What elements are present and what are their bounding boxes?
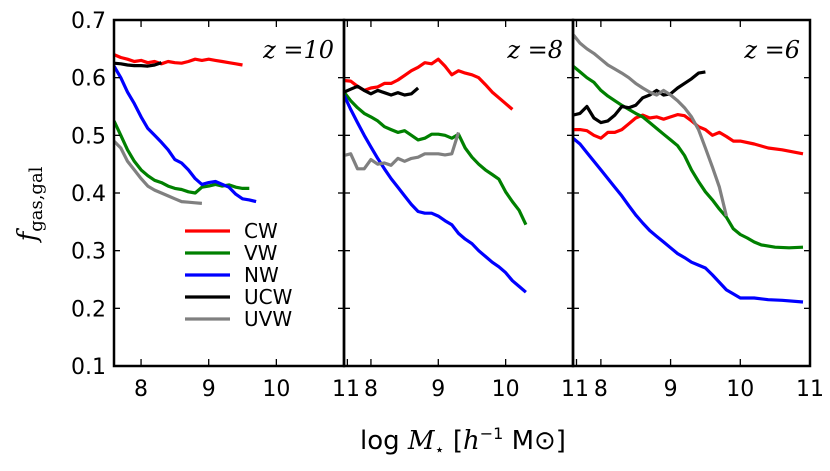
series-vw-panel-3 — [573, 64, 804, 250]
legend-label-vw: VW — [244, 241, 278, 265]
x-tick-label-panel-1: 8 — [134, 377, 148, 402]
x-tick-label-panel-3: 9 — [664, 377, 678, 402]
y-tick-label: 0.4 — [71, 182, 106, 207]
y-tick-label: 0.2 — [71, 297, 106, 322]
x-axis-label-msun: M⊙] — [503, 426, 566, 456]
series-vw-panel-1 — [114, 120, 250, 195]
panel-2-redshift-label: z =8 — [506, 36, 563, 64]
series-cw-panel-1 — [114, 53, 243, 67]
x-tick-label-panel-2: 8 — [364, 377, 378, 402]
series-uvw-panel-3 — [573, 33, 728, 217]
legend-label-uvw: UVW — [244, 307, 292, 331]
legend-label-nw: NW — [244, 263, 279, 287]
panel-3: 11 8 9 10 11z =6 — [561, 18, 824, 402]
series-vw-panel-2 — [344, 91, 528, 226]
legend-label-ucw: UCW — [244, 285, 293, 309]
x-axis-label-exp: −1 — [480, 424, 504, 443]
legend-label-cw: CW — [244, 219, 278, 243]
y-axis-label: fgas,gal — [13, 166, 47, 243]
x-axis-label-open: [ — [445, 426, 463, 456]
x-tick-label-panel-3: 8 — [594, 377, 608, 402]
y-tick-label: 0.6 — [71, 67, 106, 92]
panel-2-series — [344, 57, 528, 294]
x-axis-label-m: M — [407, 426, 436, 456]
series-ucw-panel-2 — [344, 84, 420, 97]
panel-1-redshift-label: z =10 — [262, 36, 334, 64]
x-tick-label-panel-3: 11 — [796, 377, 824, 402]
series-ucw-panel-1 — [114, 61, 162, 68]
panel-3-redshift-label: z =6 — [743, 36, 800, 64]
x-axis-label-h: h — [463, 426, 480, 456]
panel-1: 0.1 0.2 0.3 0.4 0.5 0.6 0.7 8 9 10 z =10 — [71, 9, 346, 402]
series-nw-panel-2 — [344, 94, 527, 294]
y-tick-label: 0.1 — [71, 355, 106, 380]
x-axis-label: log M⋆ [h−1 M⊙] — [360, 424, 566, 459]
x-tick-label-panel-2: 11 — [332, 377, 360, 402]
series-uvw-panel-2 — [344, 131, 461, 171]
series-uvw-panel-1 — [114, 139, 203, 205]
panel-1-series — [114, 53, 257, 205]
series-ucw-panel-3 — [573, 70, 706, 125]
x-axis-label-star: ⋆ — [435, 440, 445, 459]
y-tick-label: 0.7 — [71, 9, 106, 34]
panel-3-frame — [571, 18, 812, 368]
x-tick-label-panel-1: 9 — [202, 377, 216, 402]
x-axis-label-prefix: log — [360, 426, 408, 456]
x-tick-label-panel-2: 10 — [492, 377, 520, 402]
y-axis-label-sub: gas,gal — [26, 166, 47, 231]
x-tick-label-panel-1: 10 — [262, 377, 290, 402]
series-cw-panel-2 — [344, 57, 514, 111]
series-nw-panel-3 — [573, 136, 804, 304]
y-tick-label: 0.5 — [71, 124, 106, 149]
panel-2: 11 8 9 10 z =8 — [332, 18, 575, 402]
series-cw-panel-3 — [573, 112, 804, 156]
x-tick-label-panel-2: 9 — [431, 377, 445, 402]
panel-3-series — [573, 33, 804, 304]
x-tick-label-panel-3: 10 — [726, 377, 754, 402]
panel-1-frame — [112, 18, 346, 368]
y-tick-label: 0.3 — [71, 240, 106, 265]
series-nw-panel-1 — [114, 65, 257, 204]
x-tick-label-panel-3: 11 — [561, 377, 589, 402]
